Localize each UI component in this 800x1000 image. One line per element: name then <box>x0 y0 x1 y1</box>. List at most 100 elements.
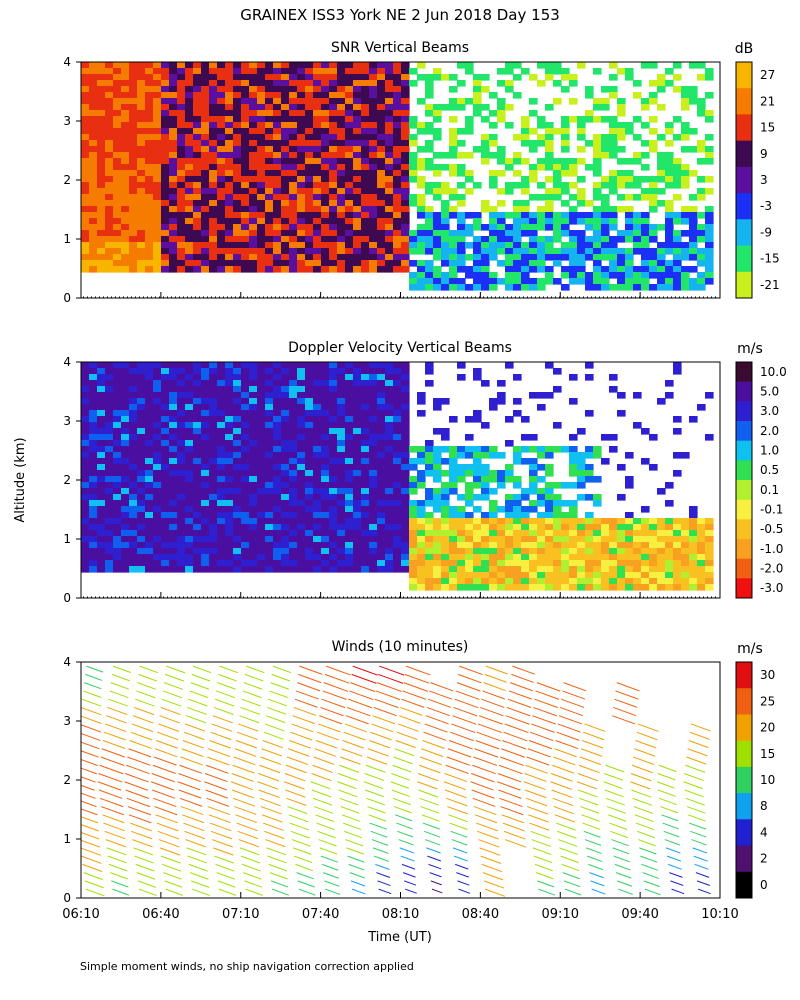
wind-barb <box>323 872 339 879</box>
heatmap-cell <box>297 374 306 381</box>
heatmap-cell <box>353 140 362 147</box>
heatmap-cell <box>337 506 346 513</box>
heatmap-cell <box>617 230 626 237</box>
heatmap-cell <box>369 518 378 525</box>
heatmap-cell <box>545 206 554 213</box>
heatmap-cell <box>105 554 114 561</box>
heatmap-cell <box>121 266 130 273</box>
heatmap-cell <box>185 560 194 567</box>
heatmap-cell <box>97 488 106 495</box>
heatmap-cell <box>449 74 458 81</box>
heatmap-cell <box>689 278 698 285</box>
heatmap-cell <box>617 560 626 567</box>
wind-barb <box>290 830 310 839</box>
heatmap-cell <box>89 212 98 219</box>
wind-barb <box>214 698 235 707</box>
heatmap-cell <box>201 476 210 483</box>
heatmap-cell <box>161 248 170 255</box>
heatmap-cell <box>553 512 562 519</box>
heatmap-cell <box>385 470 394 477</box>
heatmap-cell <box>105 512 114 519</box>
heatmap-cell <box>209 416 218 423</box>
heatmap-cell <box>385 116 394 123</box>
heatmap-cell <box>377 368 386 375</box>
heatmap-cell <box>273 482 282 489</box>
heatmap-cell <box>697 518 706 525</box>
heatmap-cell <box>217 434 226 441</box>
colorbar-frame <box>735 61 753 299</box>
heatmap-cell <box>129 392 138 399</box>
heatmap-cell <box>97 398 106 405</box>
heatmap-cell <box>137 80 146 87</box>
heatmap-cell <box>641 140 650 147</box>
heatmap-cell <box>153 380 162 387</box>
heatmap-cell <box>305 512 314 519</box>
heatmap-cell <box>281 542 290 549</box>
heatmap-cell <box>81 164 90 171</box>
heatmap-cell <box>401 560 410 567</box>
wind-barb <box>349 872 365 879</box>
heatmap-cell <box>649 518 658 525</box>
heatmap-cell <box>217 518 226 525</box>
wind-barb <box>314 806 334 814</box>
heatmap-cell <box>529 476 538 483</box>
heatmap-cell <box>153 80 162 87</box>
heatmap-cell <box>257 362 266 369</box>
heatmap-cell <box>441 458 450 465</box>
heatmap-cell <box>673 284 682 291</box>
heatmap-cell <box>321 248 330 255</box>
heatmap-cell <box>705 110 714 117</box>
heatmap-cell <box>697 530 706 537</box>
heatmap-cell <box>401 524 410 531</box>
heatmap-cell <box>273 80 282 87</box>
heatmap-cell <box>89 92 98 99</box>
wind-barb <box>293 847 312 855</box>
heatmap-cell <box>649 176 658 183</box>
heatmap-cell <box>113 176 122 183</box>
heatmap-cell <box>289 446 298 453</box>
heatmap-cell <box>273 176 282 183</box>
heatmap-cell <box>377 566 386 573</box>
heatmap-cell <box>169 536 178 543</box>
heatmap-cell <box>385 104 394 111</box>
heatmap-cell <box>553 278 562 285</box>
heatmap-cell <box>321 110 330 117</box>
wind-barb <box>292 715 315 725</box>
heatmap-cell <box>609 248 618 255</box>
heatmap-cell <box>345 428 354 435</box>
heatmap-cell <box>161 434 170 441</box>
heatmap-cell <box>89 488 98 495</box>
heatmap-cell <box>561 200 570 207</box>
heatmap-cell <box>489 176 498 183</box>
heatmap-cell <box>137 512 146 519</box>
snr-title: SNR Vertical Beams <box>331 40 469 56</box>
heatmap-cell <box>441 560 450 567</box>
heatmap-cell <box>305 554 314 561</box>
heatmap-cell <box>377 182 386 189</box>
heatmap-cell <box>489 446 498 453</box>
heatmap-cell <box>361 158 370 165</box>
heatmap-cell <box>449 554 458 561</box>
heatmap-cell <box>321 452 330 459</box>
wind-barb <box>139 665 159 674</box>
heatmap-cell <box>241 122 250 129</box>
heatmap-cell <box>369 542 378 549</box>
heatmap-cell <box>193 104 202 111</box>
heatmap-cell <box>617 272 626 279</box>
heatmap-cell <box>705 254 714 261</box>
heatmap-cell <box>201 152 210 159</box>
wind-barb <box>338 789 358 798</box>
heatmap-cell <box>425 122 434 129</box>
heatmap-cell <box>329 110 338 117</box>
heatmap-cell <box>225 494 234 501</box>
heatmap-cell <box>193 500 202 507</box>
heatmap-cell <box>345 404 354 411</box>
heatmap-cell <box>433 566 442 573</box>
heatmap-cell <box>121 194 130 201</box>
heatmap-cell <box>113 476 122 483</box>
heatmap-cell <box>113 182 122 189</box>
heatmap-cell <box>265 170 274 177</box>
heatmap-cell <box>361 470 370 477</box>
heatmap-cell <box>481 260 490 267</box>
wind-barb <box>352 665 378 676</box>
